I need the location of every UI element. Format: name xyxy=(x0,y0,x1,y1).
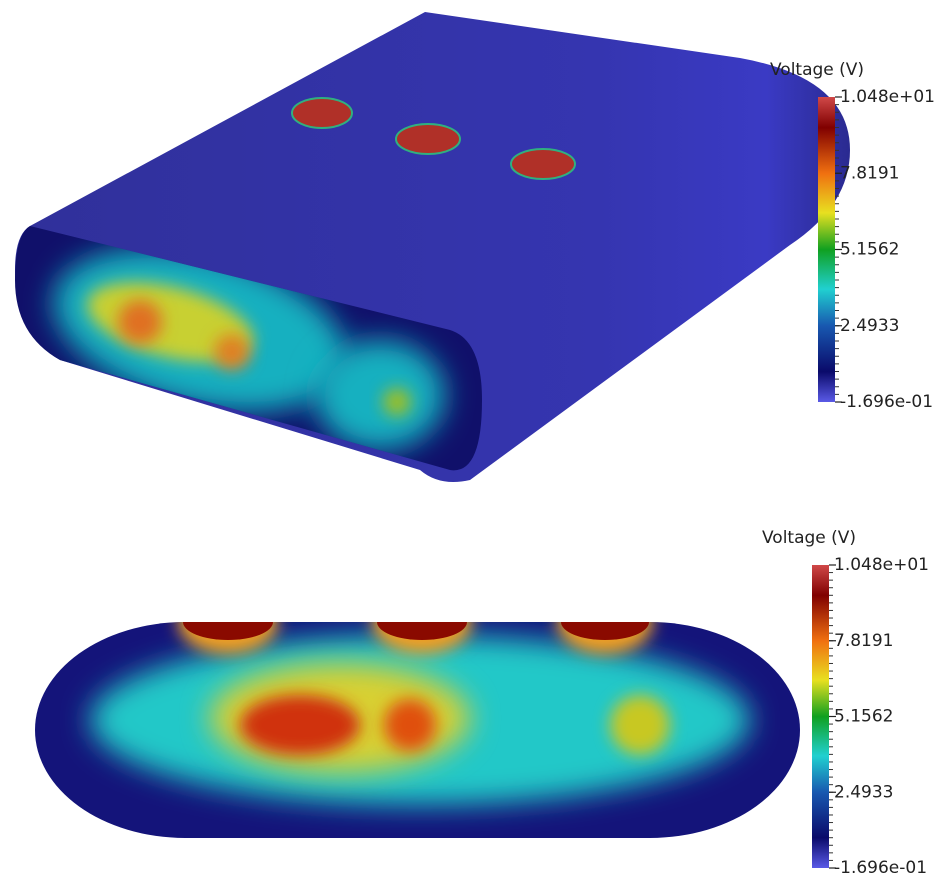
colorbar-label: 5.1562 xyxy=(840,240,899,260)
colorbar-label: 7.8191 xyxy=(834,631,893,651)
colorbar-label: 2.4933 xyxy=(834,782,893,802)
color-scale xyxy=(818,97,835,402)
colorbar-title: Voltage (V) xyxy=(770,60,864,80)
battery-3d xyxy=(15,12,850,483)
colorbar-label: -1.696e-01 xyxy=(834,858,927,878)
cross-section xyxy=(35,622,800,838)
colorbar-label: 1.048e+01 xyxy=(834,555,929,575)
colorbar-label: -1.696e-01 xyxy=(840,392,933,412)
colorbar-label: 2.4933 xyxy=(840,316,899,336)
colorbar-label: 5.1562 xyxy=(834,707,893,727)
colorbar-label: 7.8191 xyxy=(840,163,899,183)
color-scale xyxy=(812,565,829,868)
colorbar-label: 1.048e+01 xyxy=(840,87,935,107)
colorbar: Voltage (V) 1.048e+01 7.8191 5.1562 2.4933 -1… xyxy=(762,528,929,878)
colorbar-title: Voltage (V) xyxy=(762,528,856,548)
colorbar: Voltage (V) 1.048e+01 7.8191 5.1562 2.4933 -1… xyxy=(770,60,935,412)
